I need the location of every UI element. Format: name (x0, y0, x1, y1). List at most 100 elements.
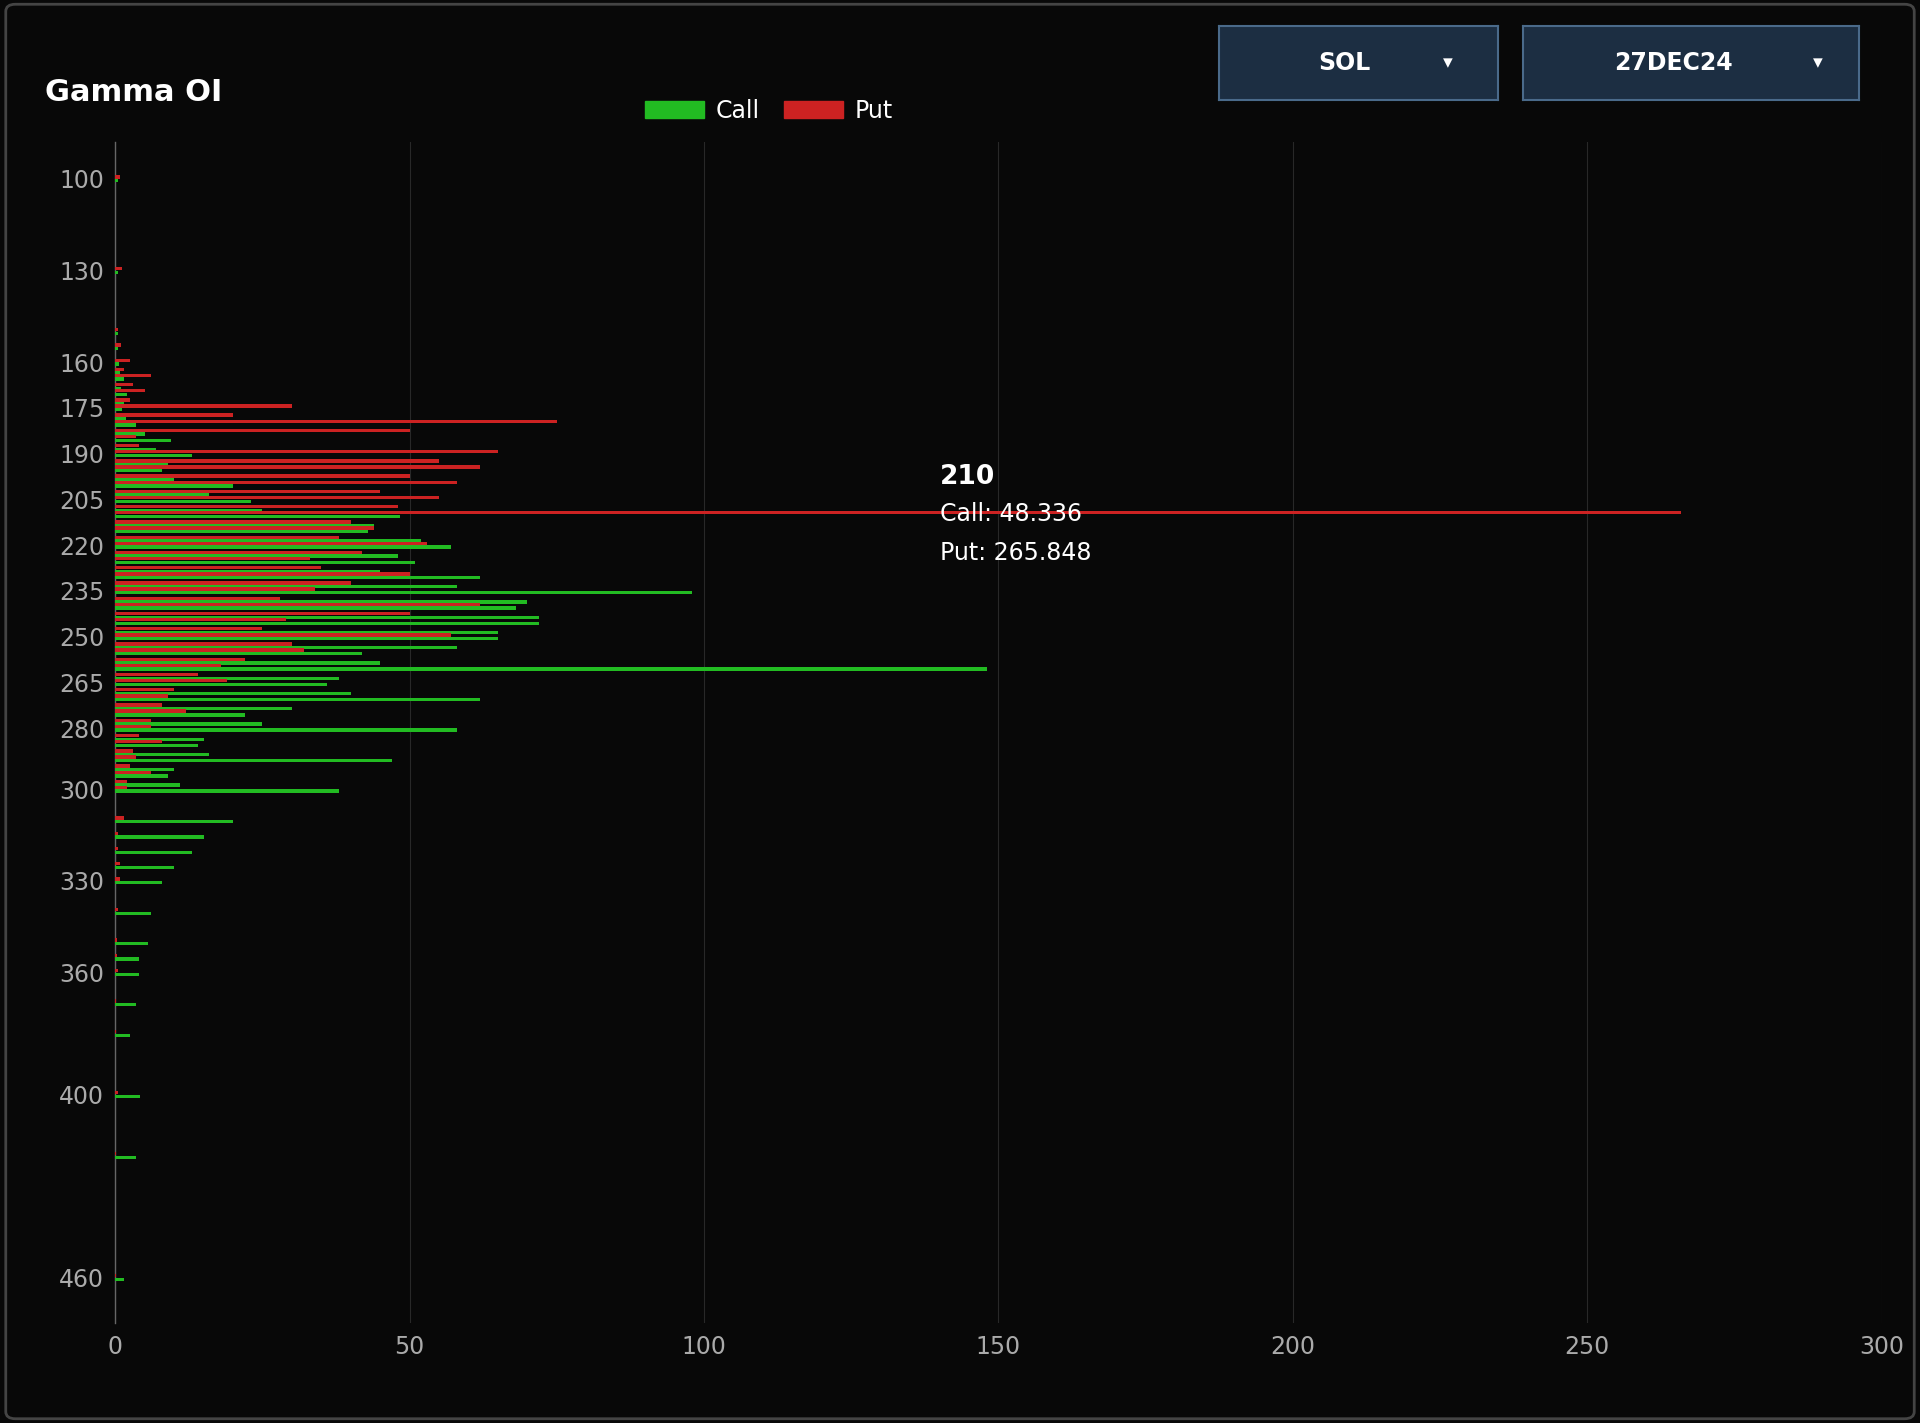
Bar (115, 582, 351, 585)
Bar (115, 649, 303, 652)
Bar (115, 423, 136, 427)
Bar (115, 542, 428, 545)
Bar (115, 622, 540, 625)
Bar (115, 420, 557, 423)
Bar (115, 484, 232, 488)
Bar (115, 878, 119, 881)
Bar (115, 694, 169, 697)
Bar (115, 646, 457, 649)
Bar (115, 438, 171, 443)
Bar (115, 756, 136, 758)
Bar (115, 268, 123, 270)
Bar (115, 790, 340, 793)
Bar (115, 408, 123, 411)
Bar (115, 572, 409, 575)
Bar (115, 689, 175, 692)
Text: Call: 48.336: Call: 48.336 (939, 502, 1081, 525)
Bar (115, 566, 321, 569)
Bar (115, 343, 121, 347)
Bar (115, 663, 221, 667)
Bar (115, 697, 480, 702)
Bar (115, 561, 415, 564)
Bar (115, 667, 987, 670)
Bar (115, 585, 457, 588)
Bar (115, 969, 119, 972)
Bar (115, 679, 227, 682)
Bar (115, 703, 163, 707)
Bar (115, 569, 380, 573)
Bar (115, 785, 127, 790)
Bar (115, 817, 125, 820)
Bar (115, 179, 119, 182)
Bar (115, 912, 150, 915)
Text: ▾: ▾ (1442, 53, 1452, 73)
Bar (115, 481, 457, 484)
Bar (115, 448, 156, 451)
Bar (115, 417, 127, 421)
Bar (115, 612, 409, 615)
Bar (115, 270, 119, 275)
Text: 210: 210 (939, 464, 995, 490)
Bar (115, 770, 150, 774)
Bar (115, 740, 163, 743)
Bar (115, 764, 131, 768)
Bar (115, 628, 263, 630)
Bar (115, 638, 497, 640)
Bar (115, 401, 125, 406)
Bar (115, 724, 150, 729)
Bar (115, 753, 209, 756)
Bar (115, 719, 150, 721)
Bar (115, 478, 175, 481)
Bar (115, 662, 380, 665)
Text: ▾: ▾ (1812, 53, 1824, 73)
Bar (115, 454, 192, 457)
Bar (115, 398, 131, 401)
Bar (115, 865, 175, 869)
Bar (115, 603, 480, 606)
Bar (115, 652, 363, 656)
Bar (115, 831, 119, 835)
Text: Gamma OI: Gamma OI (44, 78, 223, 107)
Bar (115, 470, 163, 472)
Bar (115, 535, 340, 539)
Bar (115, 780, 127, 783)
Bar (115, 673, 198, 676)
Bar (115, 744, 198, 747)
Bar (115, 508, 263, 512)
Bar (115, 332, 119, 334)
Bar (115, 521, 351, 524)
Bar (115, 657, 244, 660)
Bar (115, 359, 131, 361)
Bar (115, 618, 286, 622)
Bar (115, 444, 138, 447)
Bar (115, 494, 209, 497)
Bar (115, 683, 326, 686)
Legend: Call, Put: Call, Put (636, 90, 902, 132)
Bar (115, 529, 369, 534)
Bar (115, 908, 119, 911)
Bar (115, 387, 121, 390)
Bar (115, 616, 540, 619)
Bar (115, 556, 309, 561)
Bar (115, 1278, 125, 1281)
Bar (115, 758, 392, 763)
Bar (115, 591, 693, 595)
Bar (115, 450, 497, 454)
Bar (115, 768, 175, 771)
Bar (115, 881, 163, 884)
Bar (115, 774, 169, 777)
Bar (115, 588, 315, 591)
Bar (115, 367, 125, 371)
Bar (115, 710, 186, 713)
Bar (115, 551, 363, 554)
Bar (115, 851, 192, 854)
Bar (115, 499, 252, 502)
Bar (115, 707, 292, 710)
Bar (115, 347, 119, 350)
Bar (115, 428, 409, 433)
Bar (115, 404, 292, 407)
Bar (115, 374, 150, 377)
Bar (115, 576, 480, 579)
Bar (115, 414, 232, 417)
Bar (115, 972, 138, 976)
